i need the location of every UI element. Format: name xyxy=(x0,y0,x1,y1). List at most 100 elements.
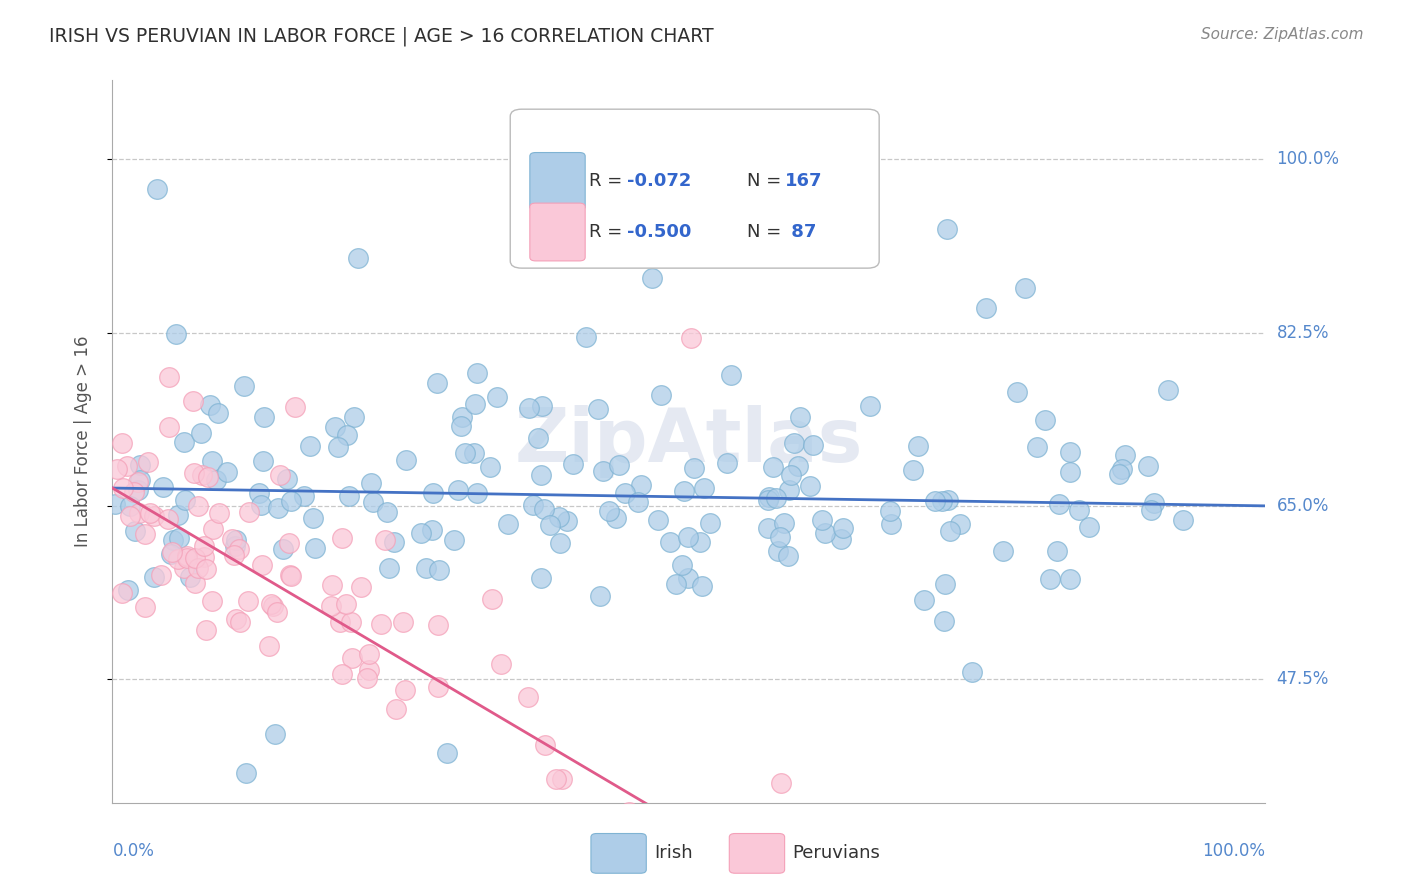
Point xyxy=(138,455,160,469)
Point xyxy=(720,368,742,382)
Text: IRISH VS PERUVIAN IN LABOR FORCE | AGE > 16 CORRELATION CHART: IRISH VS PERUVIAN IN LABOR FORCE | AGE >… xyxy=(49,27,714,46)
Point xyxy=(179,570,201,584)
Point xyxy=(321,599,343,614)
Point xyxy=(127,475,149,490)
Point xyxy=(278,567,301,582)
Text: N =: N = xyxy=(747,172,786,190)
Point xyxy=(756,521,779,535)
Point xyxy=(592,464,614,478)
Point xyxy=(690,579,713,593)
Point xyxy=(689,535,711,549)
Point xyxy=(481,592,503,607)
Point xyxy=(222,548,245,562)
Point xyxy=(641,271,664,285)
Point xyxy=(395,453,418,467)
Point xyxy=(814,526,837,541)
Point xyxy=(187,560,209,574)
Point xyxy=(830,532,852,546)
Point xyxy=(783,436,806,450)
Text: -0.072: -0.072 xyxy=(627,172,692,190)
Point xyxy=(201,454,224,468)
Point xyxy=(465,366,488,380)
Text: R =: R = xyxy=(589,223,627,241)
Point xyxy=(221,533,243,547)
Point xyxy=(409,526,432,541)
Point xyxy=(330,667,353,681)
Point xyxy=(1139,502,1161,516)
Point xyxy=(111,481,134,495)
Text: Source: ZipAtlas.com: Source: ZipAtlas.com xyxy=(1201,27,1364,42)
Point xyxy=(1039,572,1062,586)
Point xyxy=(693,481,716,495)
Point xyxy=(832,521,855,535)
Point xyxy=(304,541,326,555)
Point xyxy=(1007,385,1029,400)
Point xyxy=(124,524,146,538)
Point xyxy=(184,550,207,565)
Point xyxy=(157,419,180,434)
Point xyxy=(426,680,449,694)
Point xyxy=(330,531,353,545)
Point xyxy=(193,550,215,565)
Point xyxy=(120,499,142,513)
Point xyxy=(530,399,553,413)
Point xyxy=(207,406,229,420)
Point xyxy=(205,473,228,487)
Point xyxy=(768,544,790,558)
Point xyxy=(247,486,270,500)
Point xyxy=(391,615,413,630)
Point xyxy=(415,561,437,575)
Point xyxy=(1108,467,1130,481)
Point xyxy=(1143,496,1166,510)
Point xyxy=(357,647,380,661)
Point xyxy=(550,772,572,786)
Point xyxy=(160,544,183,558)
Point xyxy=(359,663,381,677)
Point xyxy=(605,511,627,525)
Point xyxy=(801,438,824,452)
Point xyxy=(363,494,385,508)
Point xyxy=(786,459,808,474)
Point xyxy=(146,182,169,196)
Point xyxy=(225,611,247,625)
Point xyxy=(294,489,316,503)
Point xyxy=(776,549,799,564)
Point xyxy=(450,410,472,425)
Point xyxy=(321,578,343,592)
Point xyxy=(614,486,637,500)
Point xyxy=(530,468,553,483)
Point xyxy=(1156,384,1178,398)
Point xyxy=(253,409,276,424)
Point xyxy=(936,221,959,235)
Point xyxy=(111,436,134,450)
Point xyxy=(931,493,953,508)
Point xyxy=(340,650,363,665)
Point xyxy=(302,511,325,525)
Point xyxy=(235,766,257,780)
Point xyxy=(427,563,450,577)
FancyBboxPatch shape xyxy=(530,153,585,211)
Point xyxy=(252,453,274,467)
Point xyxy=(496,516,519,531)
Point xyxy=(880,516,903,531)
Point xyxy=(378,560,401,574)
Point xyxy=(1059,572,1081,586)
Point xyxy=(758,492,780,507)
Point xyxy=(859,399,882,413)
Point xyxy=(329,615,352,629)
Point xyxy=(555,514,578,528)
Point xyxy=(276,472,298,486)
Text: 0.0%: 0.0% xyxy=(112,842,155,860)
Point xyxy=(936,493,959,508)
Point xyxy=(769,530,792,544)
Point xyxy=(198,398,221,412)
Point xyxy=(176,551,198,566)
Point xyxy=(201,593,224,607)
Point xyxy=(195,562,218,576)
Point xyxy=(375,505,398,519)
Text: R =: R = xyxy=(589,172,627,190)
Point xyxy=(335,597,357,611)
FancyBboxPatch shape xyxy=(510,109,879,268)
Point xyxy=(1111,461,1133,475)
Point xyxy=(901,463,924,477)
